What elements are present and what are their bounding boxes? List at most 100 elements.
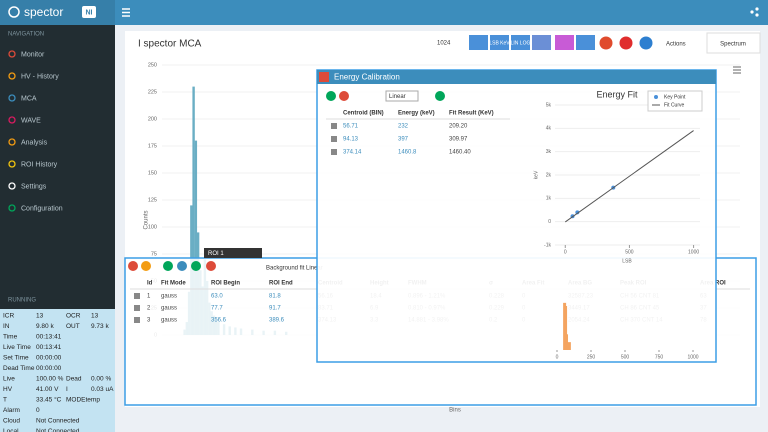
- status-text: Live Time: [3, 344, 31, 351]
- column-header: Fit Mode: [161, 281, 186, 287]
- button-label[interactable]: LIN LOG: [511, 40, 531, 46]
- y-tick-label: 75: [151, 251, 157, 257]
- remove-button[interactable]: [339, 91, 349, 101]
- cell: 309.97: [449, 137, 468, 143]
- roi-tool[interactable]: [206, 261, 216, 271]
- y-tick-label: 200: [148, 116, 157, 122]
- nav-item[interactable]: WAVE: [21, 117, 41, 124]
- cell[interactable]: 356.6: [211, 318, 227, 324]
- status-text: I: [66, 386, 68, 393]
- toolbar-button[interactable]: [532, 35, 551, 50]
- cell: 1460.40: [449, 150, 471, 156]
- nav-item[interactable]: HV - History: [21, 73, 59, 80]
- legend: [647, 90, 703, 112]
- row-checkbox[interactable]: [331, 149, 337, 155]
- nav-item[interactable]: Analysis: [21, 139, 48, 146]
- roi-tool[interactable]: [177, 261, 187, 271]
- toolbar-button[interactable]: [490, 35, 509, 50]
- chart-title: Energy Fit: [596, 89, 638, 99]
- cell: 1: [147, 294, 151, 300]
- cell: 209.20: [449, 124, 468, 130]
- cell[interactable]: 94.13: [343, 137, 359, 143]
- toolbar-button[interactable]: [511, 35, 530, 50]
- y-tick-label: 125: [148, 197, 157, 203]
- roi-tool[interactable]: [163, 261, 173, 271]
- x-tick-label: 500: [625, 249, 634, 255]
- y-tick-label: 0: [548, 219, 551, 225]
- toolbar-button[interactable]: [599, 36, 613, 50]
- status-text: OCR: [66, 313, 81, 320]
- mode-select[interactable]: [385, 90, 419, 102]
- cell[interactable]: 56.71: [343, 124, 359, 130]
- cell[interactable]: 63.0: [211, 294, 223, 300]
- y-axis-label: keV: [533, 170, 539, 179]
- toolbar-button[interactable]: [469, 35, 488, 50]
- cell[interactable]: 232: [398, 124, 409, 130]
- legend-label: Fit Curve: [664, 102, 685, 108]
- actions-menu[interactable]: Actions: [666, 42, 686, 48]
- cell[interactable]: 389.6: [269, 318, 285, 324]
- roi-tool[interactable]: [128, 261, 138, 271]
- status-text: 00:00:00: [36, 355, 62, 362]
- status-text: 00:00:00: [36, 365, 62, 372]
- nav-item[interactable]: Settings: [21, 183, 47, 190]
- legend-label: Key Point: [664, 94, 686, 100]
- background-fit[interactable]: Background fit Linear: [266, 266, 323, 272]
- row-checkbox[interactable]: [331, 123, 337, 129]
- nav-item[interactable]: ROI History: [21, 161, 58, 168]
- column-header: Centroid (BIN): [343, 111, 384, 117]
- status-text: MODEtemp: [66, 397, 100, 404]
- y-tick-label: 175: [148, 143, 157, 149]
- calibration-content: Centroid (BIN) Energy (keV) Fit Result (Ke…: [326, 89, 703, 264]
- nav-icon: [8, 116, 16, 124]
- button-label[interactable]: LSB KeV: [489, 40, 510, 46]
- column-header: ROI Begin: [211, 281, 240, 287]
- cell[interactable]: 77.7: [211, 306, 223, 312]
- row-checkbox[interactable]: [134, 317, 140, 323]
- nav-item[interactable]: MCA: [21, 95, 37, 102]
- toolbar-button[interactable]: [619, 36, 633, 50]
- toolbar-button[interactable]: [555, 35, 574, 50]
- nav-icon: [8, 204, 16, 212]
- cell[interactable]: 1460.8: [398, 150, 417, 156]
- toolbar-button[interactable]: [576, 35, 595, 50]
- roi-tool[interactable]: [191, 261, 201, 271]
- y-tick-label: -1k: [544, 242, 551, 248]
- status-text: HV: [3, 386, 13, 393]
- apply-button[interactable]: [435, 91, 445, 101]
- status-text: 0.03 uA: [91, 386, 114, 393]
- bins-select[interactable]: 1024: [437, 41, 451, 47]
- row-checkbox[interactable]: [134, 305, 140, 311]
- add-button[interactable]: [326, 91, 336, 101]
- row-checkbox[interactable]: [134, 293, 140, 299]
- nav-icon: [8, 182, 16, 190]
- toolbar-button[interactable]: [639, 36, 653, 50]
- share-icon[interactable]: [750, 7, 759, 17]
- cell[interactable]: 397: [398, 137, 409, 143]
- status-text: Local: [3, 428, 19, 432]
- nav-item[interactable]: Monitor: [21, 51, 45, 58]
- status-text: Live: [3, 376, 15, 383]
- status-text: 0.00 %: [91, 376, 111, 383]
- cell[interactable]: 374.14: [343, 150, 362, 156]
- bar: [567, 342, 571, 350]
- cell[interactable]: 91.7: [269, 306, 281, 312]
- nav-icon: [8, 50, 16, 58]
- close-button[interactable]: [319, 72, 329, 82]
- tab[interactable]: [706, 32, 761, 54]
- menu-toggle[interactable]: [122, 8, 130, 17]
- status-title: RUNNING: [8, 298, 36, 304]
- status-text: T: [3, 397, 7, 404]
- mode-label[interactable]: Linear: [389, 94, 406, 100]
- y-tick-label: 4k: [546, 126, 552, 132]
- row-checkbox[interactable]: [331, 136, 337, 142]
- roi-tool[interactable]: [141, 261, 151, 271]
- tab-label[interactable]: Spectrum: [720, 42, 746, 48]
- cell[interactable]: 81.8: [269, 294, 281, 300]
- nav-item[interactable]: Configuration: [21, 205, 63, 212]
- chart-menu[interactable]: [733, 66, 741, 74]
- badge: NI: [86, 9, 93, 16]
- dialog-title: Energy Calibration: [334, 73, 400, 82]
- column-header: Fit Result (KeV): [449, 111, 494, 117]
